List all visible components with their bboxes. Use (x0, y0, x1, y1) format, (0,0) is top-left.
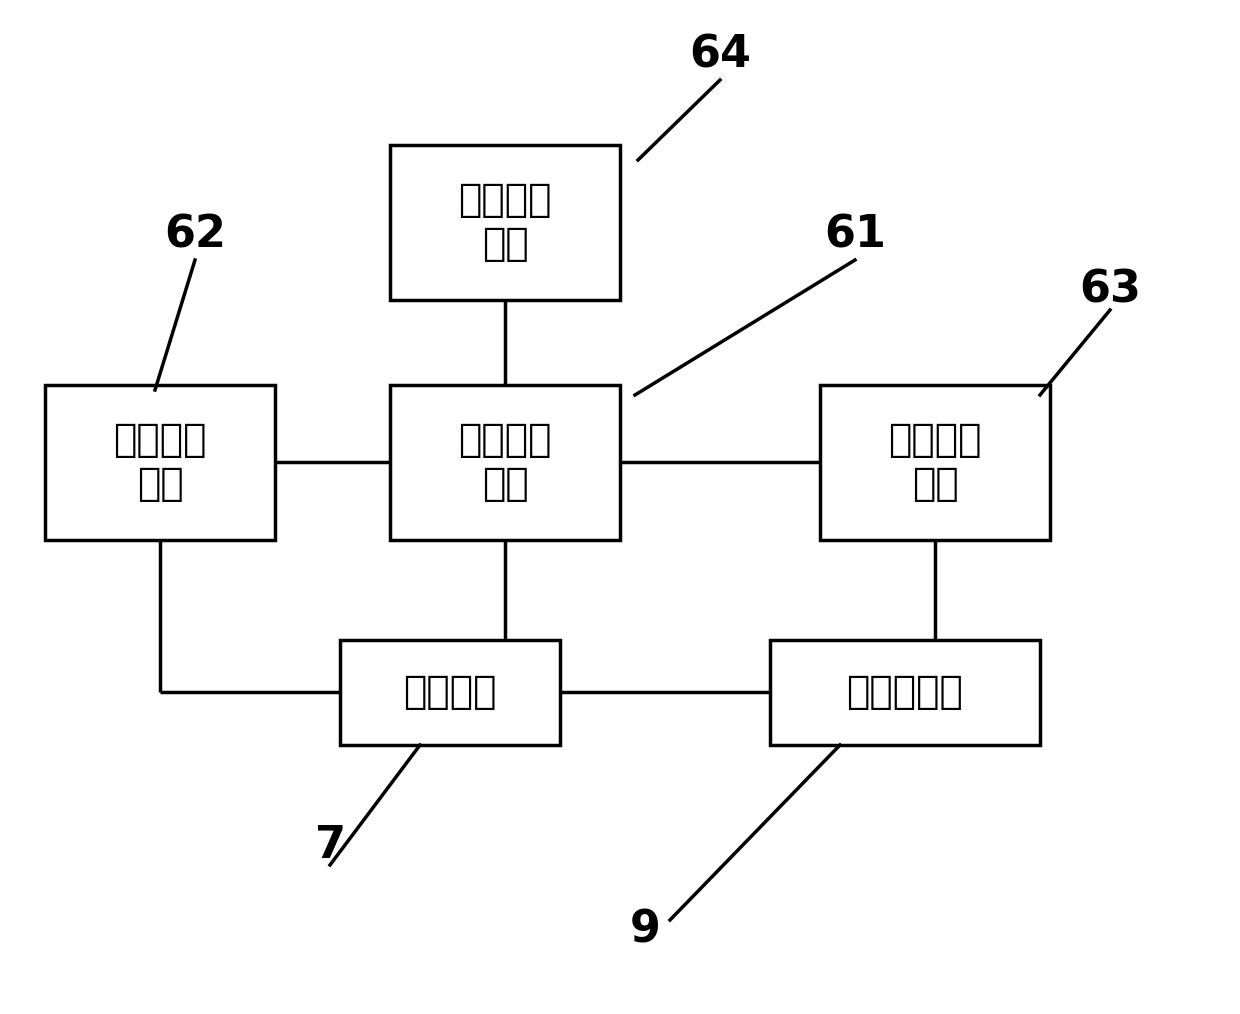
Text: 9: 9 (630, 909, 661, 951)
Text: 消融电极: 消融电极 (403, 673, 497, 712)
Bar (770, 640, 1040, 745)
Text: 63: 63 (1079, 269, 1141, 311)
Text: 61: 61 (825, 214, 887, 257)
Text: 功率监控
模块: 功率监控 模块 (459, 422, 552, 504)
Bar (820, 385, 1050, 540)
Text: 7: 7 (315, 823, 346, 867)
Text: 阻抗监控
模块: 阻抗监控 模块 (113, 422, 207, 504)
Text: 温度传感器: 温度传感器 (847, 673, 963, 712)
Text: 温度监控
模块: 温度监控 模块 (888, 422, 982, 504)
Text: 64: 64 (689, 33, 751, 76)
Bar (340, 640, 560, 745)
Bar (45, 385, 275, 540)
Text: 时间控制
模块: 时间控制 模块 (459, 182, 552, 264)
Text: 62: 62 (164, 214, 226, 257)
Bar (391, 145, 620, 300)
Bar (391, 385, 620, 540)
